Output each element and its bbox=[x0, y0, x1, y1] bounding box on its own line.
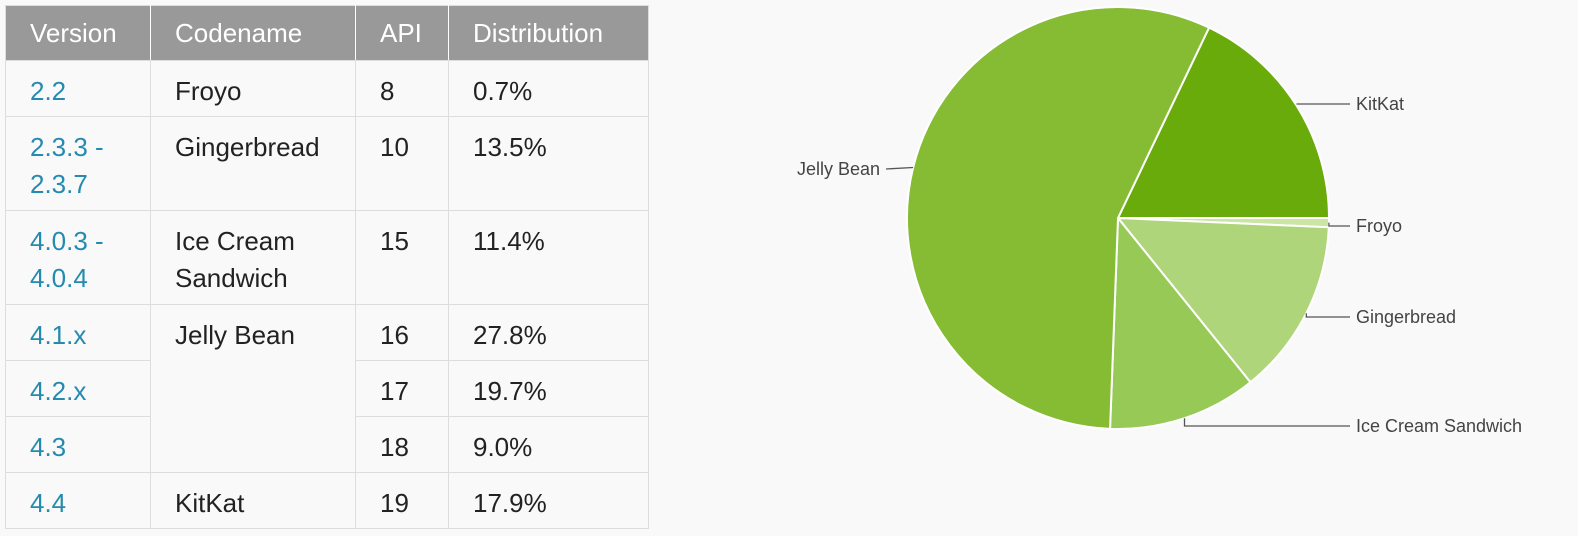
table-header-row: Version Codename API Distribution bbox=[5, 5, 649, 61]
codename-cell: Froyo bbox=[150, 60, 356, 117]
leader-line-ice-cream-sandwich bbox=[1183, 418, 1350, 427]
distribution-cell: 19.7% bbox=[448, 360, 649, 417]
codename-cell: Ice Cream Sandwich bbox=[150, 210, 356, 305]
header-codename: Codename bbox=[150, 5, 356, 61]
header-api: API bbox=[355, 5, 449, 61]
pie-slice-jelly-bean bbox=[906, 6, 1211, 430]
distribution-cell: 27.8% bbox=[448, 304, 649, 361]
header-version: Version bbox=[5, 5, 151, 61]
table-row: 4.3 18 9.0% bbox=[5, 416, 649, 473]
pie-label-ice-cream-sandwich: Ice Cream Sandwich bbox=[1356, 416, 1522, 436]
api-cell: 16 bbox=[355, 304, 449, 361]
pie-slice-gingerbread bbox=[1115, 216, 1330, 384]
pie-label-jelly-bean: Jelly Bean bbox=[797, 159, 880, 179]
table-row: 4.0.3 -4.0.4 Ice Cream Sandwich 15 11.4% bbox=[5, 210, 649, 305]
table-row: 4.4 KitKat 19 17.9% bbox=[5, 472, 649, 529]
api-cell: 10 bbox=[355, 116, 449, 211]
pie-label-kitkat: KitKat bbox=[1356, 94, 1404, 114]
distribution-cell: 9.0% bbox=[448, 416, 649, 473]
version-link[interactable]: 4.3 bbox=[5, 416, 151, 473]
distribution-cell: 11.4% bbox=[448, 210, 649, 305]
pie-label-gingerbread: Gingerbread bbox=[1356, 307, 1456, 327]
version-link[interactable]: 2.3.3 -2.3.7 bbox=[5, 116, 151, 211]
leader-line-froyo bbox=[1328, 222, 1350, 227]
table-row: 2.2 Froyo 8 0.7% bbox=[5, 60, 649, 117]
distribution-cell: 17.9% bbox=[448, 472, 649, 529]
pie-slice-ice-cream-sandwich bbox=[1109, 215, 1252, 430]
version-link[interactable]: 4.2.x bbox=[5, 360, 151, 417]
distribution-table: Version Codename API Distribution 2.2 Fr… bbox=[5, 5, 649, 529]
version-link[interactable]: 4.4 bbox=[5, 472, 151, 529]
pie-label-froyo: Froyo bbox=[1356, 216, 1402, 236]
codename-cell: KitKat bbox=[150, 472, 356, 529]
leader-line-gingerbread bbox=[1305, 313, 1350, 318]
version-link[interactable]: 4.0.3 -4.0.4 bbox=[5, 210, 151, 305]
leader-line-jelly-bean bbox=[885, 166, 914, 170]
distribution-cell: 0.7% bbox=[448, 60, 649, 117]
pie-slice-kitkat bbox=[1116, 26, 1331, 219]
distribution-cell: 13.5% bbox=[448, 116, 649, 211]
api-cell: 19 bbox=[355, 472, 449, 529]
api-cell: 15 bbox=[355, 210, 449, 305]
